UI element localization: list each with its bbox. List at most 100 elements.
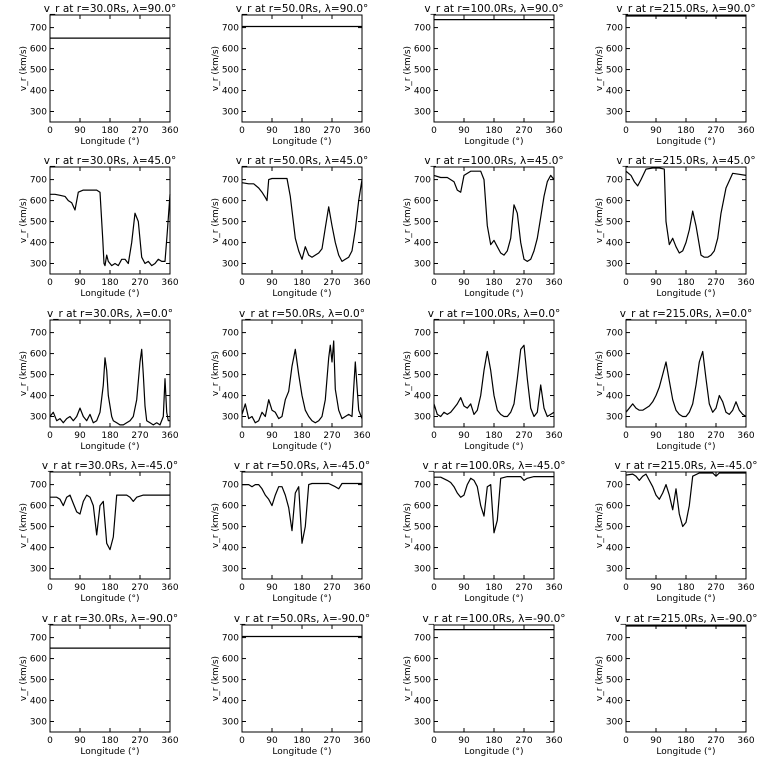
x-tick-label: 90 (650, 431, 662, 441)
chart-title: v_r at r=30.0Rs, λ=45.0° (44, 155, 177, 167)
plot-frame (625, 319, 747, 428)
x-tick-label: 90 (650, 583, 662, 593)
x-tick-label: 360 (161, 431, 178, 441)
y-tick-label: 400 (222, 239, 239, 249)
x-axis-label: Longitude (°) (80, 289, 139, 299)
plot-frame (241, 166, 363, 275)
y-tick-label: 700 (414, 481, 431, 491)
x-tick-label: 360 (161, 126, 178, 136)
y-tick-label: 400 (414, 87, 431, 97)
x-tick-label: 270 (323, 583, 340, 593)
chart-title: v_r at r=215.0Rs, λ=0.0° (620, 308, 753, 320)
plot-frame (49, 624, 171, 733)
chart-panel: v_r at r=50.0Rs, λ=45.0° v_r (km/s) Longit… (211, 155, 371, 299)
y-tick-label: 700 (606, 24, 623, 34)
y-tick-label: 600 (414, 350, 431, 360)
y-tick-label: 500 (222, 66, 239, 76)
x-tick-label: 90 (458, 126, 470, 136)
x-axis-label: Longitude (°) (656, 594, 715, 604)
x-tick-label: 270 (707, 583, 724, 593)
y-tick-label: 700 (30, 634, 47, 644)
y-tick-label: 300 (222, 718, 239, 728)
x-tick-label: 90 (266, 126, 278, 136)
y-tick-label: 400 (606, 392, 623, 402)
x-tick-label: 90 (266, 278, 278, 288)
x-tick-label: 180 (485, 126, 502, 136)
x-tick-label: 360 (353, 583, 370, 593)
chart-title: v_r at r=215.0Rs, λ=45.0° (616, 155, 755, 167)
y-tick-label: 500 (30, 523, 47, 533)
x-tick-label: 270 (131, 736, 148, 746)
chart-panel: v_r at r=30.0Rs, λ=90.0° v_r (km/s) Longit… (19, 3, 179, 147)
y-tick-label: 500 (222, 676, 239, 686)
chart-title: v_r at r=100.0Rs, λ=0.0° (428, 308, 561, 320)
y-tick-label: 600 (414, 197, 431, 207)
x-axis-label: Longitude (°) (656, 442, 715, 452)
chart-panel: v_r at r=50.0Rs, λ=90.0° v_r (km/s) Longit… (211, 3, 371, 147)
y-tick-label: 700 (222, 634, 239, 644)
chart-panel: v_r at r=215.0Rs, λ=-45.0° v_r (km/s) Long… (595, 460, 758, 604)
y-tick-label: 500 (222, 218, 239, 228)
x-tick-label: 90 (266, 431, 278, 441)
y-tick-label: 700 (30, 329, 47, 339)
chart-panel: v_r at r=100.0Rs, λ=-45.0° v_r (km/s) Long… (403, 460, 566, 604)
chart-panel: v_r at r=30.0Rs, λ=45.0° v_r (km/s) Longit… (19, 155, 179, 299)
chart-title: v_r at r=215.0Rs, λ=-45.0° (614, 460, 757, 472)
y-tick-label: 400 (606, 697, 623, 707)
x-tick-label: 180 (485, 278, 502, 288)
x-tick-label: 0 (623, 431, 629, 441)
x-tick-label: 0 (239, 278, 245, 288)
series-line (434, 476, 554, 534)
x-tick-label: 270 (323, 126, 340, 136)
x-tick-label: 0 (431, 736, 437, 746)
x-tick-label: 0 (47, 736, 53, 746)
y-tick-label: 700 (30, 176, 47, 186)
chart-panel: v_r at r=30.0Rs, λ=-45.0° v_r (km/s) Longi… (19, 460, 179, 604)
chart-panel: v_r at r=215.0Rs, λ=0.0° v_r (km/s) Longit… (595, 308, 755, 452)
x-tick-label: 270 (707, 431, 724, 441)
x-tick-label: 270 (323, 278, 340, 288)
y-tick-label: 400 (222, 544, 239, 554)
x-tick-label: 270 (323, 431, 340, 441)
y-tick-label: 600 (222, 655, 239, 665)
chart-title: v_r at r=100.0Rs, λ=-45.0° (422, 460, 565, 472)
x-tick-label: 180 (293, 736, 310, 746)
x-tick-label: 180 (485, 583, 502, 593)
x-tick-label: 90 (458, 736, 470, 746)
y-tick-label: 400 (30, 239, 47, 249)
x-tick-label: 0 (239, 583, 245, 593)
series-line (50, 189, 171, 267)
y-axis-label: v_r (km/s) (403, 656, 413, 701)
y-tick-label: 500 (606, 523, 623, 533)
x-tick-label: 360 (545, 278, 562, 288)
chart-panel: v_r at r=215.0Rs, λ=90.0° v_r (km/s) Longi… (595, 3, 756, 147)
x-axis-label: Longitude (°) (656, 137, 715, 147)
plot-frame (625, 471, 747, 580)
x-tick-label: 270 (515, 431, 532, 441)
y-tick-label: 600 (30, 45, 47, 55)
y-tick-label: 700 (414, 329, 431, 339)
chart-title: v_r at r=50.0Rs, λ=90.0° (236, 3, 369, 15)
chart-panel: v_r at r=100.0Rs, λ=90.0° v_r (km/s) Longi… (403, 3, 564, 147)
x-tick-label: 360 (161, 583, 178, 593)
y-tick-label: 300 (222, 565, 239, 575)
y-tick-label: 600 (222, 350, 239, 360)
y-tick-label: 500 (414, 523, 431, 533)
y-tick-label: 500 (414, 66, 431, 76)
y-tick-label: 400 (222, 392, 239, 402)
y-tick-label: 400 (222, 87, 239, 97)
y-tick-label: 300 (606, 565, 623, 575)
series-line (242, 482, 362, 544)
y-axis-label: v_r (km/s) (19, 198, 29, 243)
x-tick-label: 90 (74, 736, 86, 746)
x-tick-label: 270 (131, 126, 148, 136)
x-tick-label: 90 (74, 126, 86, 136)
y-axis-label: v_r (km/s) (211, 503, 221, 548)
chart-title: v_r at r=30.0Rs, λ=-45.0° (42, 460, 178, 472)
chart-title: v_r at r=30.0Rs, λ=0.0° (47, 308, 173, 320)
chart-panel: v_r at r=100.0Rs, λ=45.0° v_r (km/s) Longi… (403, 155, 564, 299)
x-tick-label: 0 (623, 583, 629, 593)
chart-panel: v_r at r=30.0Rs, λ=0.0° v_r (km/s) Longitu… (19, 308, 179, 452)
x-tick-label: 270 (515, 736, 532, 746)
